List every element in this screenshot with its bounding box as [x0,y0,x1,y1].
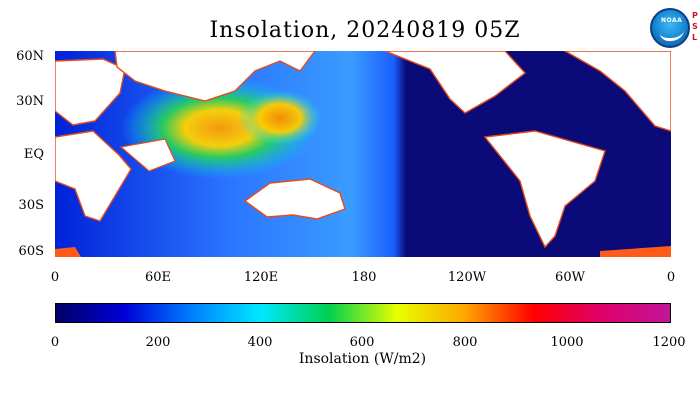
colorbar-tick-200: 200 [145,335,171,350]
logo-text: NOAA [661,17,683,24]
colorbar-tick-0: 0 [50,335,60,350]
greenland-europe-land [563,51,671,132]
lat-label-30n: 30N [16,94,44,109]
australia-land [243,178,346,220]
lon-label-0-end: 0 [666,270,676,285]
south-america-land [483,130,606,249]
arabia-land [119,138,176,172]
lat-label-30s: 30S [18,198,44,213]
lon-label-180: 180 [351,270,377,285]
colorbar [55,303,671,323]
map-title: Insolation, 20240819 05Z [209,18,521,43]
seabird-icon [660,20,684,41]
europe-land [55,58,126,126]
colorbar-tick-1000: 1000 [550,335,584,350]
africa-land [55,130,132,222]
colorbar-tick-600: 600 [349,335,375,350]
insolation-map [55,51,671,257]
lon-label-0: 0 [50,270,60,285]
asia-land [114,51,316,102]
lat-label-eq: EQ [23,147,44,162]
lon-label-120e: 120E [243,270,279,285]
lon-label-60e: 60E [144,270,172,285]
lon-label-120w: 120W [447,270,487,285]
colorbar-tick-1200: 1200 [652,335,686,350]
north-america-land [384,51,527,114]
colorbar-title: Insolation (W/m2) [298,351,427,367]
lat-label-60s: 60S [18,244,44,259]
lat-label-60n: 60N [16,49,44,64]
noaa-logo: NOAA P S L [650,8,700,54]
noaa-emblem-icon: NOAA [650,8,690,48]
antarctic-coast-east [600,246,671,257]
colorbar-tick-800: 800 [452,335,478,350]
lon-label-60w: 60W [555,270,585,285]
antarctic-coast-west [55,247,81,257]
colorbar-tick-400: 400 [247,335,273,350]
psl-label: P S L [692,11,698,42]
